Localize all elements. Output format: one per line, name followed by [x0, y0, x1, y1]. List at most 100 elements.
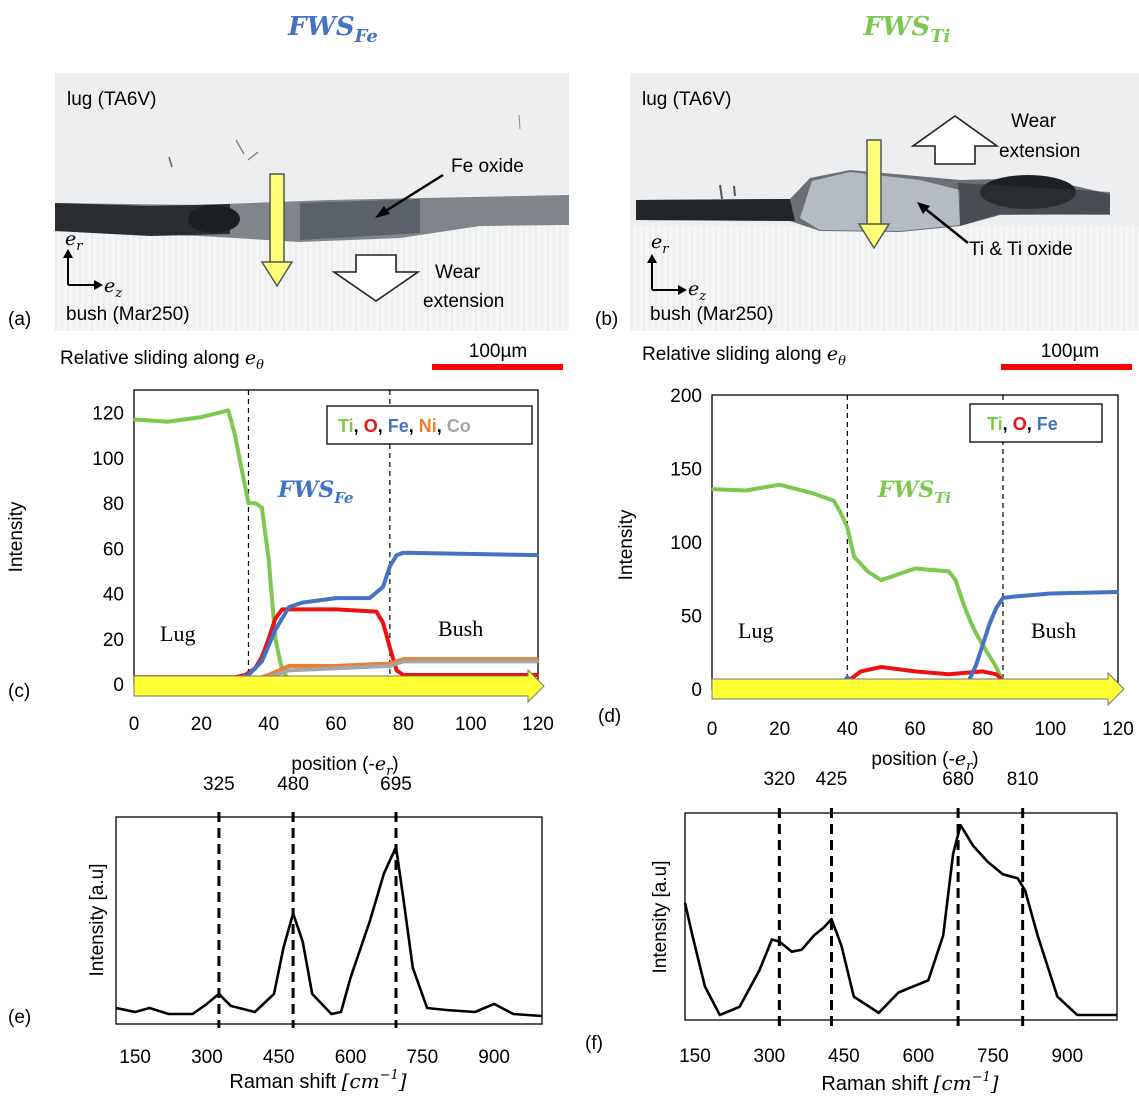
xtick-label-f: 300	[754, 1046, 786, 1067]
point-ti-d	[853, 556, 855, 558]
point-fe-d	[1002, 597, 1004, 599]
ylabel-f: Intensity [a.u]	[650, 860, 671, 973]
point-fe-c	[301, 602, 303, 604]
point-ti-d	[995, 666, 997, 668]
sliding-caption-b: Relative sliding along eθ	[642, 343, 846, 369]
scale-bar-b	[1001, 364, 1132, 370]
lug-label-b: lug (TA6V)	[642, 89, 731, 110]
point-ti-c	[268, 559, 270, 561]
point-spectrum-f	[972, 845, 974, 847]
point-spectrum-e	[426, 1007, 428, 1009]
point-spectrum-f	[942, 934, 944, 937]
ytick-label-c: 100	[92, 449, 124, 470]
title-fws-ti: FWSTi	[863, 12, 951, 47]
depth-arrow-a	[269, 173, 285, 265]
point-ti-c	[247, 502, 250, 504]
point-ni-c	[288, 665, 290, 667]
point-o-c	[402, 674, 404, 676]
point-fe-d	[846, 676, 848, 678]
xtick-label-c: 20	[191, 714, 212, 735]
point-ti-d	[846, 526, 848, 528]
chart-c: 0 20 40 60 80 100 120 0 20 40 60 80 100 120 Intensit…	[6, 389, 554, 779]
ytick-label-d: 200	[670, 386, 702, 407]
series-fe-c	[134, 550, 539, 682]
point-fe-c	[382, 586, 384, 588]
point-o-c	[335, 608, 337, 611]
point-o-d	[880, 666, 882, 668]
wear-arrow-down	[331, 254, 421, 302]
xtick-label-d: 20	[769, 719, 790, 740]
xtick-label-c: 100	[455, 714, 487, 735]
point-ti-c	[241, 468, 243, 470]
point-spectrum-f	[691, 934, 694, 937]
peak-label-e: 480	[277, 774, 309, 795]
point-fe-c	[537, 554, 539, 556]
point-ti-c	[261, 507, 263, 509]
inner-title-c: FWSFe	[277, 477, 354, 507]
point-spectrum-f	[801, 949, 803, 951]
wear-arrow-up	[910, 115, 1000, 165]
ytick-label-c: 120	[92, 404, 124, 425]
peak-label-f: 425	[816, 769, 848, 790]
point-co-c	[389, 665, 391, 667]
xtick-label-e: 750	[406, 1047, 438, 1068]
point-fe-c	[396, 554, 398, 556]
point-ti-d	[779, 484, 781, 486]
wear-label-a-2: extension	[423, 291, 504, 312]
svg-text:er: er	[65, 228, 83, 254]
point-co-c	[537, 660, 539, 663]
point-fe-d	[975, 664, 977, 667]
point-o-c	[281, 608, 283, 611]
point-ti-d	[840, 511, 842, 514]
point-spectrum-e	[493, 1003, 495, 1005]
ylabel-c: Intensity	[6, 501, 27, 572]
point-spectrum-e	[230, 1005, 232, 1007]
fe-oxide-pointer	[380, 173, 444, 216]
point-spectrum-e	[383, 872, 385, 874]
xtick-label-f: 450	[828, 1046, 860, 1067]
sliding-caption-a: Relative sliding along eθ	[60, 347, 264, 373]
point-o-c	[396, 669, 398, 672]
point-spectrum-e	[412, 967, 414, 969]
point-spectrum-e	[402, 896, 404, 899]
point-spectrum-f	[1017, 877, 1019, 879]
series-spectrum-e	[115, 845, 543, 1018]
inner-title-d: FWSTi	[877, 477, 951, 507]
point-spectrum-f	[1076, 1014, 1078, 1016]
point-spectrum-e	[512, 1013, 514, 1015]
point-ti-d	[968, 617, 970, 620]
point-spectrum-f	[791, 951, 793, 953]
legend-c	[326, 405, 533, 445]
point-ti-d	[880, 579, 882, 581]
point-spectrum-f	[960, 824, 962, 826]
point-fe-c	[389, 565, 391, 568]
xtick-label-d: 120	[1102, 719, 1134, 740]
xtick-label-e: 900	[478, 1047, 510, 1068]
point-spectrum-e	[330, 1013, 332, 1015]
ytick-label-d: 150	[670, 460, 702, 481]
scale-bar-a	[432, 364, 563, 370]
micrograph-b: lug (TA6V) bush (Mar250) Ti & Ti oxide W…	[630, 73, 1139, 331]
point-ti-d	[711, 488, 713, 490]
point-ti-d	[833, 500, 835, 502]
panel-letter-f: (f)	[585, 1033, 603, 1054]
xlabel-d: position (-er)	[871, 748, 978, 774]
scale-label-a: 100µm	[469, 341, 527, 362]
xtick-label-f: 600	[903, 1046, 935, 1067]
point-spectrum-f	[739, 1006, 741, 1008]
chart-d: 0 50 100 150 200 0 20 40 60 80 100 120 Intensity p…	[616, 386, 1134, 774]
point-fe-c	[335, 597, 337, 599]
point-ti-c	[167, 421, 169, 423]
point-spectrum-e	[282, 947, 285, 949]
point-spectrum-e	[273, 993, 275, 995]
point-spectrum-f	[853, 996, 855, 998]
point-spectrum-e	[148, 1007, 151, 1009]
legend-entries-d: Ti, O, Fe	[987, 414, 1058, 434]
position-arrow-c	[133, 668, 545, 704]
point-spectrum-f	[878, 1012, 880, 1014]
point-spectrum-f	[927, 979, 929, 981]
point-spectrum-f	[758, 969, 761, 971]
point-spectrum-f	[813, 934, 815, 937]
ytick-label-c: 40	[103, 585, 124, 606]
point-spectrum-e	[474, 1011, 476, 1013]
